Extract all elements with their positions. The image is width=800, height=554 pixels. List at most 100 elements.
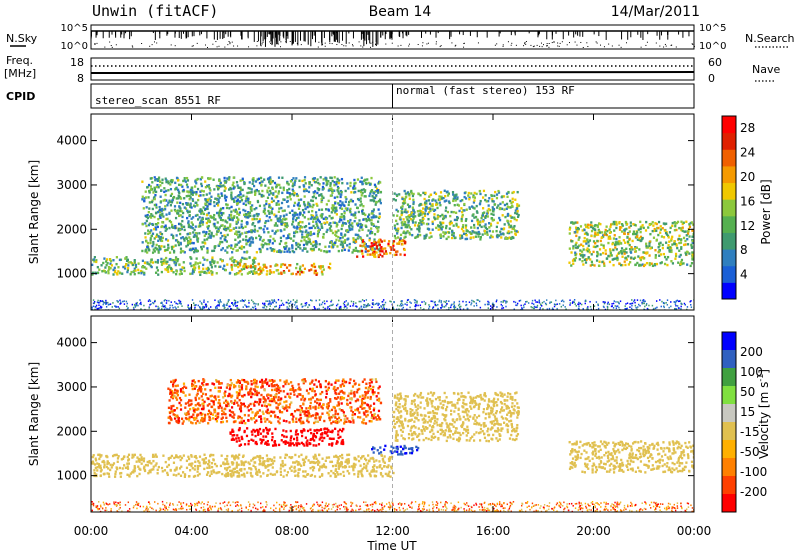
power-noise (633, 299, 636, 301)
power-colorbar-frame (721, 115, 737, 300)
power-cell (681, 226, 684, 229)
power-cell (416, 227, 419, 231)
power-cell (649, 247, 652, 250)
power-cell (296, 194, 300, 197)
nsearch-dot (205, 44, 207, 46)
power-cell (337, 229, 340, 232)
power-cell (583, 258, 586, 262)
power-cell (278, 220, 281, 223)
power-cell (208, 271, 211, 274)
power-cell (230, 266, 233, 269)
power-cell (171, 223, 174, 227)
power-cell (449, 223, 452, 226)
power-noise (323, 300, 326, 302)
power-cell (444, 226, 448, 230)
power-cell (400, 210, 403, 213)
nsky-right-tick-bottom: 10^0 (699, 41, 726, 52)
power-cell (242, 238, 245, 241)
power-cell (360, 203, 363, 206)
nsearch-dot (362, 46, 364, 48)
power-cell (228, 218, 231, 221)
power-cell (200, 247, 204, 251)
power-cell (236, 261, 239, 264)
power-cell (177, 229, 180, 232)
power-cell (369, 230, 372, 233)
power-cell (268, 193, 271, 196)
power-cell (226, 263, 229, 266)
power-noise (201, 308, 203, 310)
power-cell (444, 215, 447, 218)
power-cell (596, 225, 599, 229)
power-cell (501, 214, 504, 217)
power-cell (213, 260, 216, 263)
power-cell (333, 221, 337, 224)
power-cell (101, 270, 104, 273)
power-cell (429, 207, 432, 211)
power-cell (450, 221, 453, 225)
power-cell (317, 226, 320, 229)
power-cell (279, 215, 282, 218)
power-cell (439, 191, 443, 194)
power-cell (634, 224, 637, 227)
power-noise (389, 300, 391, 303)
power-cell (368, 237, 371, 240)
nsearch-dot (360, 45, 362, 47)
power-cell (403, 236, 406, 239)
cpid-segment-1: stereo_scan 8551 RF (95, 94, 221, 107)
power-cell (657, 226, 660, 230)
power-cell (276, 250, 279, 253)
power-cell (276, 269, 280, 272)
power-cell (295, 227, 299, 230)
power-cell (253, 225, 256, 228)
power-cell (191, 270, 195, 273)
power-cell (320, 249, 323, 252)
power-noise (352, 304, 354, 307)
power-cell (393, 234, 397, 238)
power-cell (253, 193, 257, 196)
power-cell (648, 223, 651, 226)
power-noise (380, 305, 383, 308)
power-cell (276, 195, 279, 198)
power-cell (628, 247, 632, 251)
power-cell (228, 207, 231, 210)
power-noise (630, 302, 633, 305)
power-cell (333, 243, 336, 246)
power-cell (248, 230, 251, 233)
power-cell (109, 259, 113, 263)
power-cell (304, 224, 308, 228)
power-noise (593, 305, 596, 307)
power-cell (304, 230, 307, 234)
power-cell (206, 238, 209, 241)
power-cell (170, 180, 174, 184)
power-cell (318, 248, 321, 251)
power-colorbar-tick: 28 (740, 121, 755, 135)
power-cell (206, 251, 209, 254)
power-cell (492, 218, 496, 222)
power-cell (243, 250, 246, 254)
power-cell (497, 191, 501, 194)
power-cell (385, 252, 388, 255)
power-noise (328, 307, 331, 310)
power-noise (457, 304, 460, 307)
power-cell (316, 234, 319, 238)
nsearch-dot (664, 43, 666, 45)
power-noise (597, 303, 599, 306)
nsearch-dot (261, 43, 263, 45)
power-cell (335, 206, 338, 209)
power-cell (500, 207, 504, 211)
power-noise (539, 303, 542, 306)
power-cell (316, 224, 319, 228)
velocity-cell (99, 470, 102, 473)
power-noise (538, 299, 540, 302)
power-cell (298, 179, 301, 182)
power-cell (304, 207, 307, 210)
power-cell (346, 208, 349, 212)
power-cell (340, 240, 343, 243)
power-noise (374, 303, 377, 305)
power-noise (545, 303, 548, 306)
power-cell (423, 197, 426, 201)
power-noise (624, 305, 626, 307)
power-cell (329, 241, 332, 244)
power-noise (218, 302, 221, 304)
